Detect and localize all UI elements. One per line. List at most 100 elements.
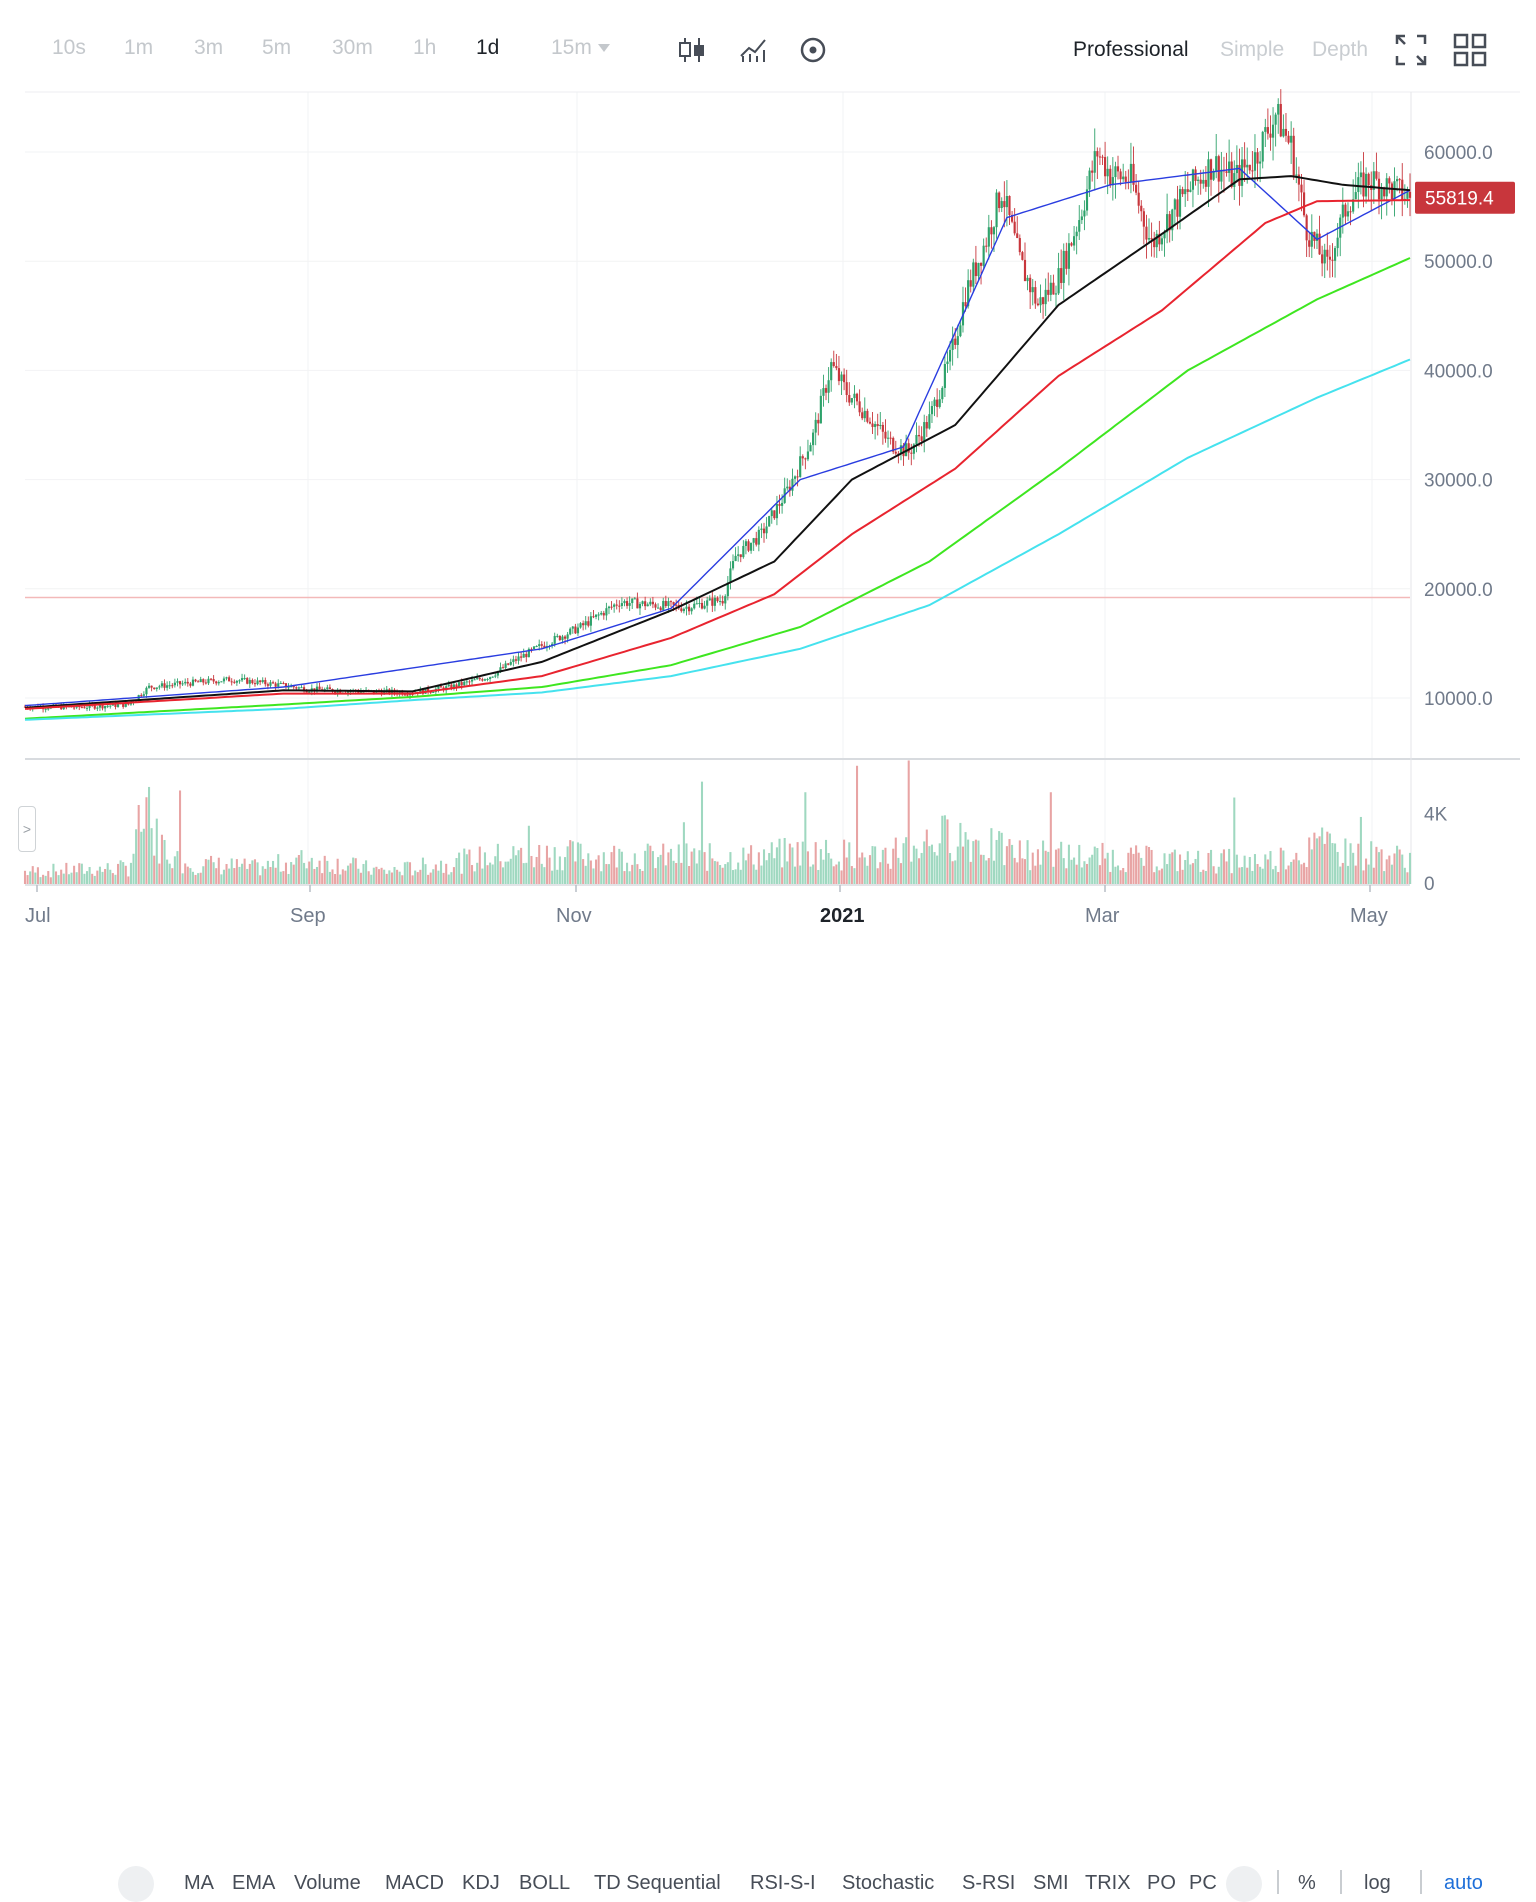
candle-body: [819, 395, 822, 424]
panel-expand-handle[interactable]: >: [18, 806, 36, 852]
candle-body: [1150, 238, 1153, 240]
candle-body: [1408, 191, 1412, 198]
chart-canvas[interactable]: 60000.0 50000.0 40000.0 30000.0 20000.0 10000…: [0, 88, 1536, 928]
indicator-rsi-s-i[interactable]: RSI-S-I: [750, 1872, 816, 1894]
candle-body: [246, 678, 249, 684]
candle-body: [1168, 214, 1171, 231]
fullscreen-icon[interactable]: [1394, 33, 1427, 66]
candle-body: [1230, 161, 1233, 187]
timeframe-1h[interactable]: 1h: [413, 36, 437, 59]
volume-bar: [1013, 857, 1016, 884]
candle-body: [222, 678, 226, 682]
indicator-ma[interactable]: MA: [184, 1872, 214, 1894]
indicator-trix[interactable]: TRIX: [1085, 1872, 1131, 1894]
volume-bar: [602, 852, 605, 884]
volume-bar: [1290, 861, 1293, 884]
indicator-volume[interactable]: Volume: [294, 1872, 361, 1894]
candle-body: [463, 681, 466, 686]
indicator-ema[interactable]: EMA: [232, 1872, 276, 1894]
volume-bar: [716, 861, 719, 884]
volume-bar: [928, 846, 931, 884]
candle-body: [649, 601, 652, 605]
timeframe-1d[interactable]: 1d: [476, 36, 500, 59]
grid-layout-icon[interactable]: [1453, 33, 1487, 67]
volume-bar: [690, 851, 693, 884]
volume-bar: [344, 870, 347, 884]
volume-bar: [1210, 849, 1213, 884]
volume-bar: [491, 864, 494, 884]
volume-bar: [597, 855, 600, 884]
candle-body: [460, 682, 463, 686]
volume-bar: [1011, 844, 1014, 884]
candle-body: [507, 663, 510, 665]
indicator-boll[interactable]: BOLL: [519, 1872, 571, 1894]
candle-body: [202, 679, 205, 683]
volume-bar: [1354, 865, 1357, 884]
candle-body: [225, 677, 228, 679]
target-settings-icon[interactable]: [797, 34, 829, 66]
timeframe-10s[interactable]: 10s: [52, 36, 86, 59]
auto-scale-toggle[interactable]: auto: [1444, 1872, 1483, 1894]
log-scale-toggle[interactable]: log: [1364, 1872, 1391, 1894]
volume-bar: [1034, 865, 1037, 884]
volume-bar: [308, 861, 311, 884]
indicator-stochastic[interactable]: Stochastic: [842, 1872, 935, 1894]
indicator-po[interactable]: PO: [1147, 1872, 1176, 1894]
candle-body: [197, 681, 200, 683]
candle-body: [752, 538, 755, 543]
percent-scale-toggle[interactable]: %: [1298, 1872, 1316, 1894]
volume-bar: [1375, 846, 1378, 884]
timeframe-3m[interactable]: 3m: [194, 36, 224, 59]
candle-body: [693, 603, 696, 609]
view-simple[interactable]: Simple: [1220, 38, 1285, 61]
timeframe-5m[interactable]: 5m: [262, 36, 292, 59]
volume-bar: [1264, 854, 1267, 884]
moving-average-line: [24, 257, 1411, 720]
volume-bar: [160, 834, 163, 884]
volume-bar: [1109, 871, 1112, 884]
chart-indicator-icon[interactable]: [737, 34, 769, 66]
candle-body: [1209, 159, 1213, 180]
candle-body: [855, 393, 859, 402]
volume-bar: [248, 863, 251, 884]
candle-body: [662, 600, 665, 611]
timeframe-1m[interactable]: 1m: [124, 36, 154, 59]
candle-body: [977, 262, 980, 277]
volume-bar: [1357, 843, 1360, 884]
volume-bar: [359, 872, 362, 884]
candlestick-icon[interactable]: [676, 34, 708, 66]
indicator-smi[interactable]: SMI: [1033, 1872, 1069, 1894]
volume-bar: [1119, 870, 1122, 884]
volume-bar: [1106, 852, 1109, 884]
price-chart[interactable]: 60000.0 50000.0 40000.0 30000.0 20000.0 10000…: [0, 88, 1536, 928]
interval-dropdown[interactable]: 15m: [551, 36, 610, 60]
scroll-right-button[interactable]: [1226, 1866, 1262, 1902]
volume-bar: [571, 841, 574, 884]
candle-body: [233, 681, 236, 683]
view-professional[interactable]: Professional: [1073, 38, 1189, 61]
volume-bar: [1403, 867, 1406, 884]
indicator-td-sequential[interactable]: TD Sequential: [594, 1872, 721, 1894]
volume-bar: [1365, 858, 1368, 884]
volume-bar: [455, 858, 458, 884]
indicator-macd[interactable]: MACD: [385, 1872, 444, 1894]
candle-body: [1215, 156, 1218, 171]
volume-bar: [1083, 861, 1086, 884]
volume-bar: [747, 853, 750, 884]
volume-bar: [876, 868, 879, 884]
scroll-left-button[interactable]: [118, 1866, 154, 1902]
indicator-s-rsi[interactable]: S-RSI: [962, 1872, 1016, 1894]
volume-bar: [569, 840, 572, 884]
volume-bar: [817, 869, 820, 884]
indicator-pc[interactable]: PC: [1189, 1872, 1217, 1894]
volume-bar: [150, 828, 153, 884]
volume-bar: [1277, 872, 1280, 884]
volume-bar: [429, 872, 432, 884]
volume-bar: [1093, 846, 1096, 884]
indicator-kdj[interactable]: KDJ: [462, 1872, 500, 1894]
volume-bar: [140, 831, 143, 884]
view-depth[interactable]: Depth: [1312, 38, 1369, 61]
timeframe-30m[interactable]: 30m: [332, 36, 373, 59]
candle-body: [729, 568, 732, 583]
candle-body: [44, 708, 47, 710]
